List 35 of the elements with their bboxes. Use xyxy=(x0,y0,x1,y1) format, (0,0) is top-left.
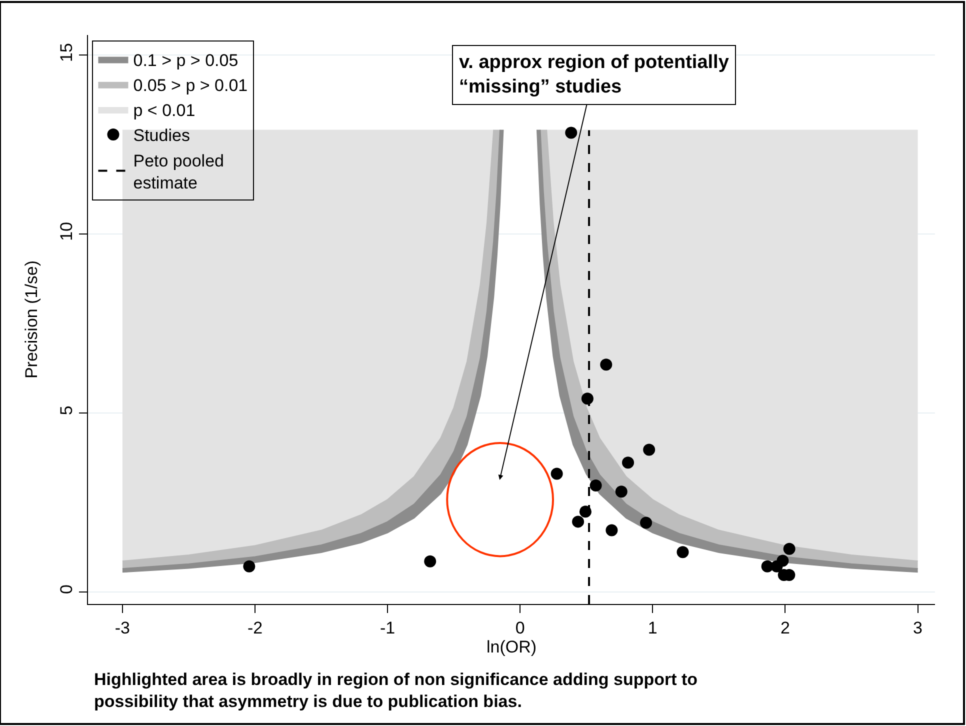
legend-label: Studies xyxy=(133,126,190,146)
legend-label: Peto pooled estimate xyxy=(133,151,224,192)
x-tick-label: -3 xyxy=(114,618,130,638)
point xyxy=(615,486,628,498)
point xyxy=(640,516,652,529)
point xyxy=(424,555,436,568)
point xyxy=(600,358,612,371)
x-tick-label: -2 xyxy=(247,618,263,638)
y-axis-title: Precision (1/se) xyxy=(22,260,41,379)
y-tick-label: 5 xyxy=(57,406,76,416)
text: Highlighted area is broadly in region of non significance adding support to possibility that asymmetry is due to publication bias. xyxy=(94,670,698,712)
point xyxy=(622,456,634,469)
point xyxy=(606,524,618,536)
x-tick-label: 2 xyxy=(780,618,790,638)
x-tick-label: 1 xyxy=(648,618,658,638)
legend-label: p < 0.01 xyxy=(133,101,196,120)
x-tick-label: 0 xyxy=(515,618,525,638)
legend-label: 0.05 > p > 0.01 xyxy=(133,76,248,95)
y-tick-label: 0 xyxy=(57,584,76,594)
point xyxy=(590,480,602,492)
point xyxy=(643,444,656,456)
point xyxy=(572,516,584,528)
point xyxy=(243,560,256,572)
point xyxy=(776,554,789,567)
point xyxy=(676,546,689,558)
annotation: v. approx region of potentially “missing” studies xyxy=(459,52,730,98)
legend-label: 0.1 > p > 0.05 xyxy=(133,50,238,70)
x-tick-label: -1 xyxy=(380,618,396,638)
point xyxy=(565,126,578,139)
point xyxy=(550,468,563,480)
y-tick-label: 10 xyxy=(57,222,76,241)
x-tick-label: 3 xyxy=(913,618,923,638)
y-tick-label: 15 xyxy=(57,43,76,62)
point xyxy=(783,542,796,555)
x-axis-title: ln(OR) xyxy=(486,637,537,656)
